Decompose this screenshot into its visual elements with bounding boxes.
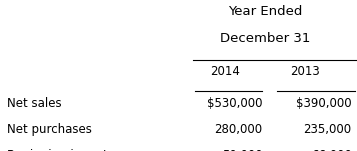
- Text: 2013: 2013: [290, 65, 320, 78]
- Text: 50,000: 50,000: [222, 149, 262, 151]
- Text: December 31: December 31: [220, 32, 310, 45]
- Text: 235,000: 235,000: [303, 123, 352, 136]
- Text: Year Ended: Year Ended: [228, 5, 302, 18]
- Text: $390,000: $390,000: [296, 97, 352, 110]
- Text: 2014: 2014: [210, 65, 240, 78]
- Text: Net purchases: Net purchases: [7, 123, 92, 136]
- Text: Beginning inventory: Beginning inventory: [7, 149, 127, 151]
- Text: Net sales: Net sales: [7, 97, 62, 110]
- Text: 66,000: 66,000: [311, 149, 352, 151]
- Text: 280,000: 280,000: [214, 123, 262, 136]
- Text: $530,000: $530,000: [207, 97, 262, 110]
